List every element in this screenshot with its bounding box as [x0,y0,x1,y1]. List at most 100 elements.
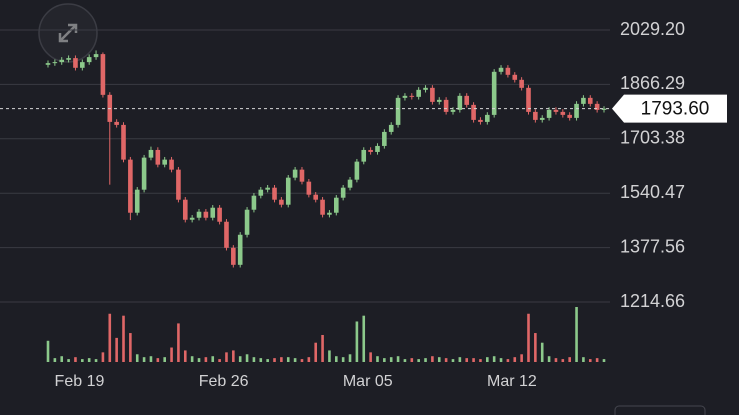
candle-body [52,62,58,64]
candle-body [45,63,51,65]
volume-bar [225,352,228,362]
candle-body [189,217,195,220]
volume-bar [424,358,427,362]
volume-bar [465,358,469,362]
candle-body [574,103,579,118]
volume-bar [286,357,290,362]
volume-bar [266,359,269,362]
candle-body [237,234,243,265]
volume-bar [67,359,70,362]
volume-bar [547,356,551,362]
x-tick-label: Mar 12 [487,373,537,390]
volume-bar [348,354,352,362]
volume-bar [561,359,565,362]
volume-bar [458,357,462,362]
volume-bar [238,356,242,362]
candle-body [409,95,415,97]
candle-body [141,157,147,190]
candle-body [553,109,559,112]
expand-icon[interactable] [38,3,98,63]
candle-body [533,111,538,120]
y-tick-label: 1214.66 [620,291,685,311]
volume-bar [451,359,455,362]
candle-body [306,181,312,195]
volume-bar [81,359,84,362]
candle-body [128,159,133,213]
candle-body [231,247,236,265]
candle-body [354,161,360,180]
candle-body [539,117,545,120]
bottom-button[interactable] [614,405,706,415]
volume-bar [588,359,592,362]
candle-body [134,189,140,213]
volume-bar [582,357,585,362]
volume-bar [60,356,64,362]
volume-bar [273,358,276,362]
candle-body [279,199,284,205]
candle-body [182,199,188,220]
candle-body [80,62,85,68]
candle-body [395,97,401,125]
candle-body [203,211,209,218]
candle-body [333,197,339,213]
volume-bar [108,313,112,362]
volume-bar [300,359,304,362]
candle-body [519,79,524,88]
volume-bar [293,358,297,362]
y-tick-label: 1866.29 [620,73,685,93]
volume-bar [540,342,544,362]
candle-body [272,187,277,200]
volume-bar [369,352,372,362]
volume-bar [376,356,379,362]
candle-body [162,159,167,165]
volume-bar [94,359,98,362]
candle-body [169,159,174,170]
candle-body [382,131,387,146]
volume-bar [520,354,523,362]
volume-bar [190,356,194,362]
volume-bar [280,357,283,362]
volume-bar [396,356,400,362]
volume-bar [321,334,324,362]
candle-body [478,119,483,122]
volume-bar [87,358,91,362]
candle-body [258,189,264,196]
volume-bar [156,358,160,362]
volume-bar [149,356,153,362]
candle-body [93,54,99,58]
volume-bar [506,359,510,362]
volume-bar [115,337,118,362]
volume-bar [472,358,475,362]
candle-body [594,103,600,110]
candle-body [443,99,449,112]
x-tick-label: Feb 26 [199,373,249,390]
x-tick-label: Feb 19 [55,373,105,390]
candle-body [581,97,586,104]
candle-body [224,221,229,248]
volume-bar [527,313,530,362]
volume-bar [595,358,599,362]
candle-body [402,95,408,98]
volume-bar [204,357,208,362]
candle-body [155,149,161,165]
candle-body [114,121,119,125]
candle-body [210,207,216,218]
volume-bar [163,357,166,362]
candle-body [86,57,92,63]
volume-bar [259,358,263,362]
last-price-label: 1793.60 [641,99,710,120]
candle-body [327,212,332,215]
volume-bar [46,340,50,362]
candle-body [430,87,435,102]
volume-bar [341,357,345,362]
candle-body [471,104,476,120]
candle-body [320,199,325,215]
volume-bar [492,356,496,362]
y-tick-label: 1703.38 [620,128,685,148]
candle-body [251,195,257,210]
candle-body [567,114,572,118]
last-price-box [612,94,727,123]
y-tick-label: 2029.20 [620,19,685,39]
candle-body [196,211,202,218]
volume-bar [307,357,311,362]
